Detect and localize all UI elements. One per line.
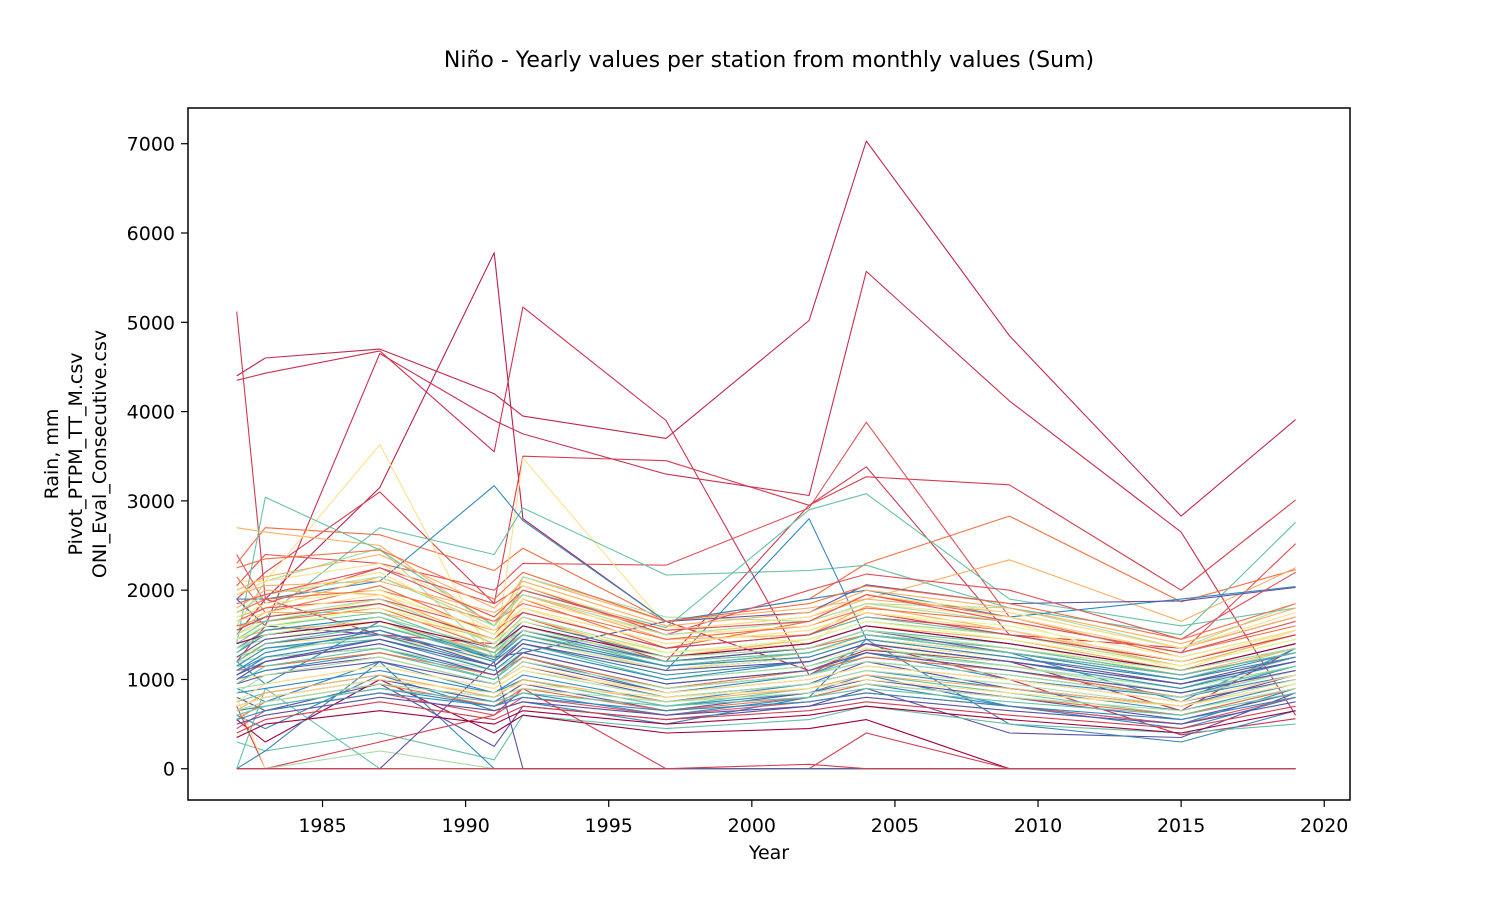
series-line-5 (236, 270, 1297, 716)
series-line-87 (236, 549, 1296, 640)
y-tick-label: 6000 (127, 223, 175, 245)
y-tick-label: 2000 (127, 580, 175, 602)
series-line-96 (236, 594, 1296, 663)
x-tick-label: 2010 (1014, 815, 1062, 837)
series-line-4 (236, 455, 1296, 605)
y-axis: 0 1000 2000 3000 4000 5000 6000 7000 (127, 134, 188, 781)
y-tick-label: 4000 (127, 402, 175, 424)
series-line-11 (236, 547, 1296, 658)
series-line-98 (236, 616, 1296, 672)
y-axis-label-line-3: ONI_Eval_Consecutive.csv (89, 330, 111, 578)
series-line-38 (236, 763, 1296, 770)
series-line-76 (236, 705, 1296, 738)
y-axis-label-line-2: Pivot_PTPM_TT_M.csv (65, 353, 87, 556)
x-tick-label: 2000 (728, 815, 776, 837)
x-tick-label: 2020 (1300, 815, 1348, 837)
series-line-86 (236, 553, 1296, 645)
y-tick-label: 3000 (127, 491, 175, 513)
series-line-1 (236, 140, 1296, 517)
x-axis: 1985 1990 1995 2000 2005 2010 2015 2020 (298, 800, 1348, 837)
x-tick-label: 1990 (441, 815, 489, 837)
series-line-70 (236, 656, 1296, 698)
series-line-100 (236, 629, 1296, 681)
series-line-85 (236, 643, 1296, 694)
series-line-29 (236, 705, 1296, 761)
plot-frame (187, 107, 1351, 801)
x-axis-label: Year (748, 842, 789, 864)
series-line-68 (236, 638, 1296, 689)
y-tick-label: 5000 (127, 312, 175, 334)
y-tick-label: 7000 (127, 134, 175, 156)
x-tick-label: 1985 (298, 815, 346, 837)
series-line-2 (236, 306, 1296, 736)
y-tick-label: 1000 (127, 669, 175, 691)
y-axis-label-line-1: Rain, mm (41, 409, 63, 500)
series-line-71 (236, 665, 1296, 703)
series-line-78 (236, 692, 1296, 721)
series-line-13 (236, 493, 1296, 644)
series-line-94 (236, 603, 1296, 663)
x-tick-label: 1995 (585, 815, 633, 837)
series-line-79 (236, 687, 1296, 716)
series-line-99 (236, 625, 1296, 676)
series-line-77 (236, 696, 1296, 725)
series-layer (236, 140, 1297, 770)
series-line-81 (236, 678, 1296, 707)
y-axis-label: Rain, mm Pivot_PTPM_TT_M.csv ONI_Eval_Co… (41, 330, 111, 578)
series-line-93 (236, 567, 1296, 654)
series-line-75 (236, 701, 1296, 734)
series-line-12 (236, 507, 1296, 636)
x-tick-label: 2015 (1157, 815, 1205, 837)
series-line-80 (236, 683, 1296, 712)
chart-title: Niño - Yearly values per station from mo… (444, 48, 1094, 73)
y-tick-label: 0 (163, 759, 175, 781)
series-line-97 (236, 607, 1296, 667)
x-tick-label: 2005 (871, 815, 919, 837)
series-line-101 (236, 638, 1296, 685)
